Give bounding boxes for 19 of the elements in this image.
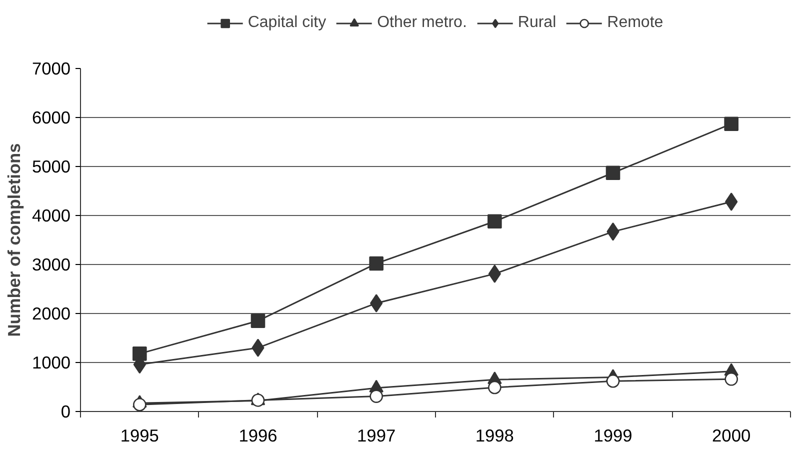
y-tick-label: 2000 [32, 304, 71, 324]
y-tick-label: 3000 [32, 254, 71, 274]
legend-label: Other metro. [377, 14, 467, 32]
y-tick-label: 7000 [32, 58, 71, 78]
y-tick-label: 0 [60, 402, 71, 422]
legend-label: Rural [518, 14, 556, 32]
x-tick-label: 1997 [357, 426, 396, 446]
x-tick-label: 1995 [120, 426, 159, 446]
x-tick-label: 1996 [238, 426, 278, 446]
y-tick-label: 5000 [32, 156, 71, 176]
x-tick-label: 2000 [712, 426, 751, 446]
x-tick-label: 1998 [475, 426, 514, 446]
y-tick-label: 4000 [32, 206, 71, 226]
x-tick-label: 1999 [594, 426, 632, 446]
legend-label: Remote [607, 14, 664, 32]
legend-label: Capital city [248, 14, 326, 32]
y-tick-label: 6000 [32, 108, 71, 128]
y-tick-label: 1000 [32, 352, 71, 372]
y-axis-title: Number of completions [4, 143, 24, 337]
